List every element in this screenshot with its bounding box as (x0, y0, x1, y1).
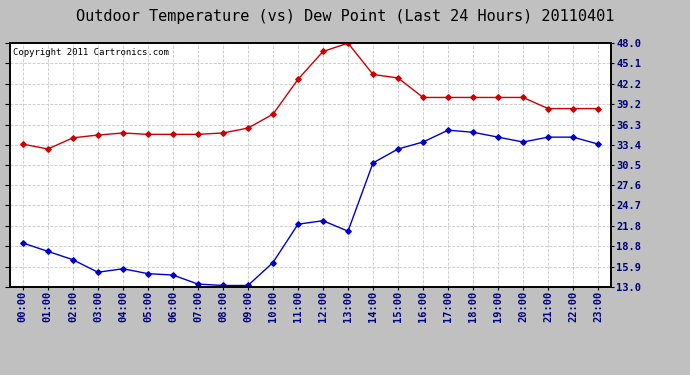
Text: Outdoor Temperature (vs) Dew Point (Last 24 Hours) 20110401: Outdoor Temperature (vs) Dew Point (Last… (76, 9, 614, 24)
Text: Copyright 2011 Cartronics.com: Copyright 2011 Cartronics.com (13, 48, 169, 57)
